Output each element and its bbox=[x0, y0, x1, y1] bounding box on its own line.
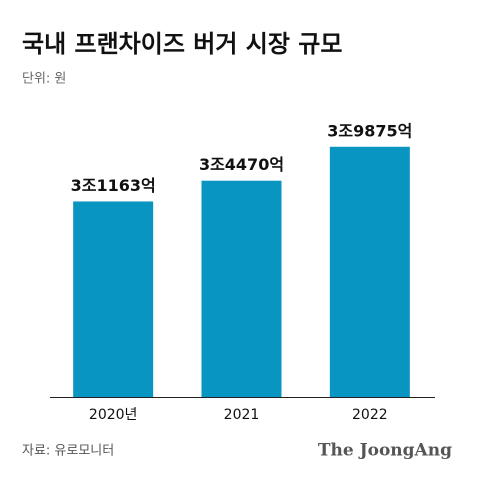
value-label: 3조9875억 bbox=[327, 121, 412, 140]
value-label: 3조4470억 bbox=[199, 155, 284, 174]
x-tick-label: 2021 bbox=[224, 407, 260, 423]
source: 자료: 유로모니터 bbox=[22, 444, 114, 459]
chart-title: 국내 프랜차이즈 버거 시장 규모 bbox=[22, 30, 342, 58]
x-tick-label: 2020년 bbox=[89, 407, 138, 423]
bar bbox=[329, 146, 410, 397]
bar bbox=[201, 180, 282, 397]
value-label: 3조1163억 bbox=[71, 176, 156, 195]
publisher-logo: The JoongAng bbox=[318, 441, 452, 461]
x-tick-label: 2022 bbox=[352, 407, 388, 423]
chart-subtitle: 단위: 원 bbox=[22, 72, 66, 87]
bar bbox=[73, 201, 154, 397]
